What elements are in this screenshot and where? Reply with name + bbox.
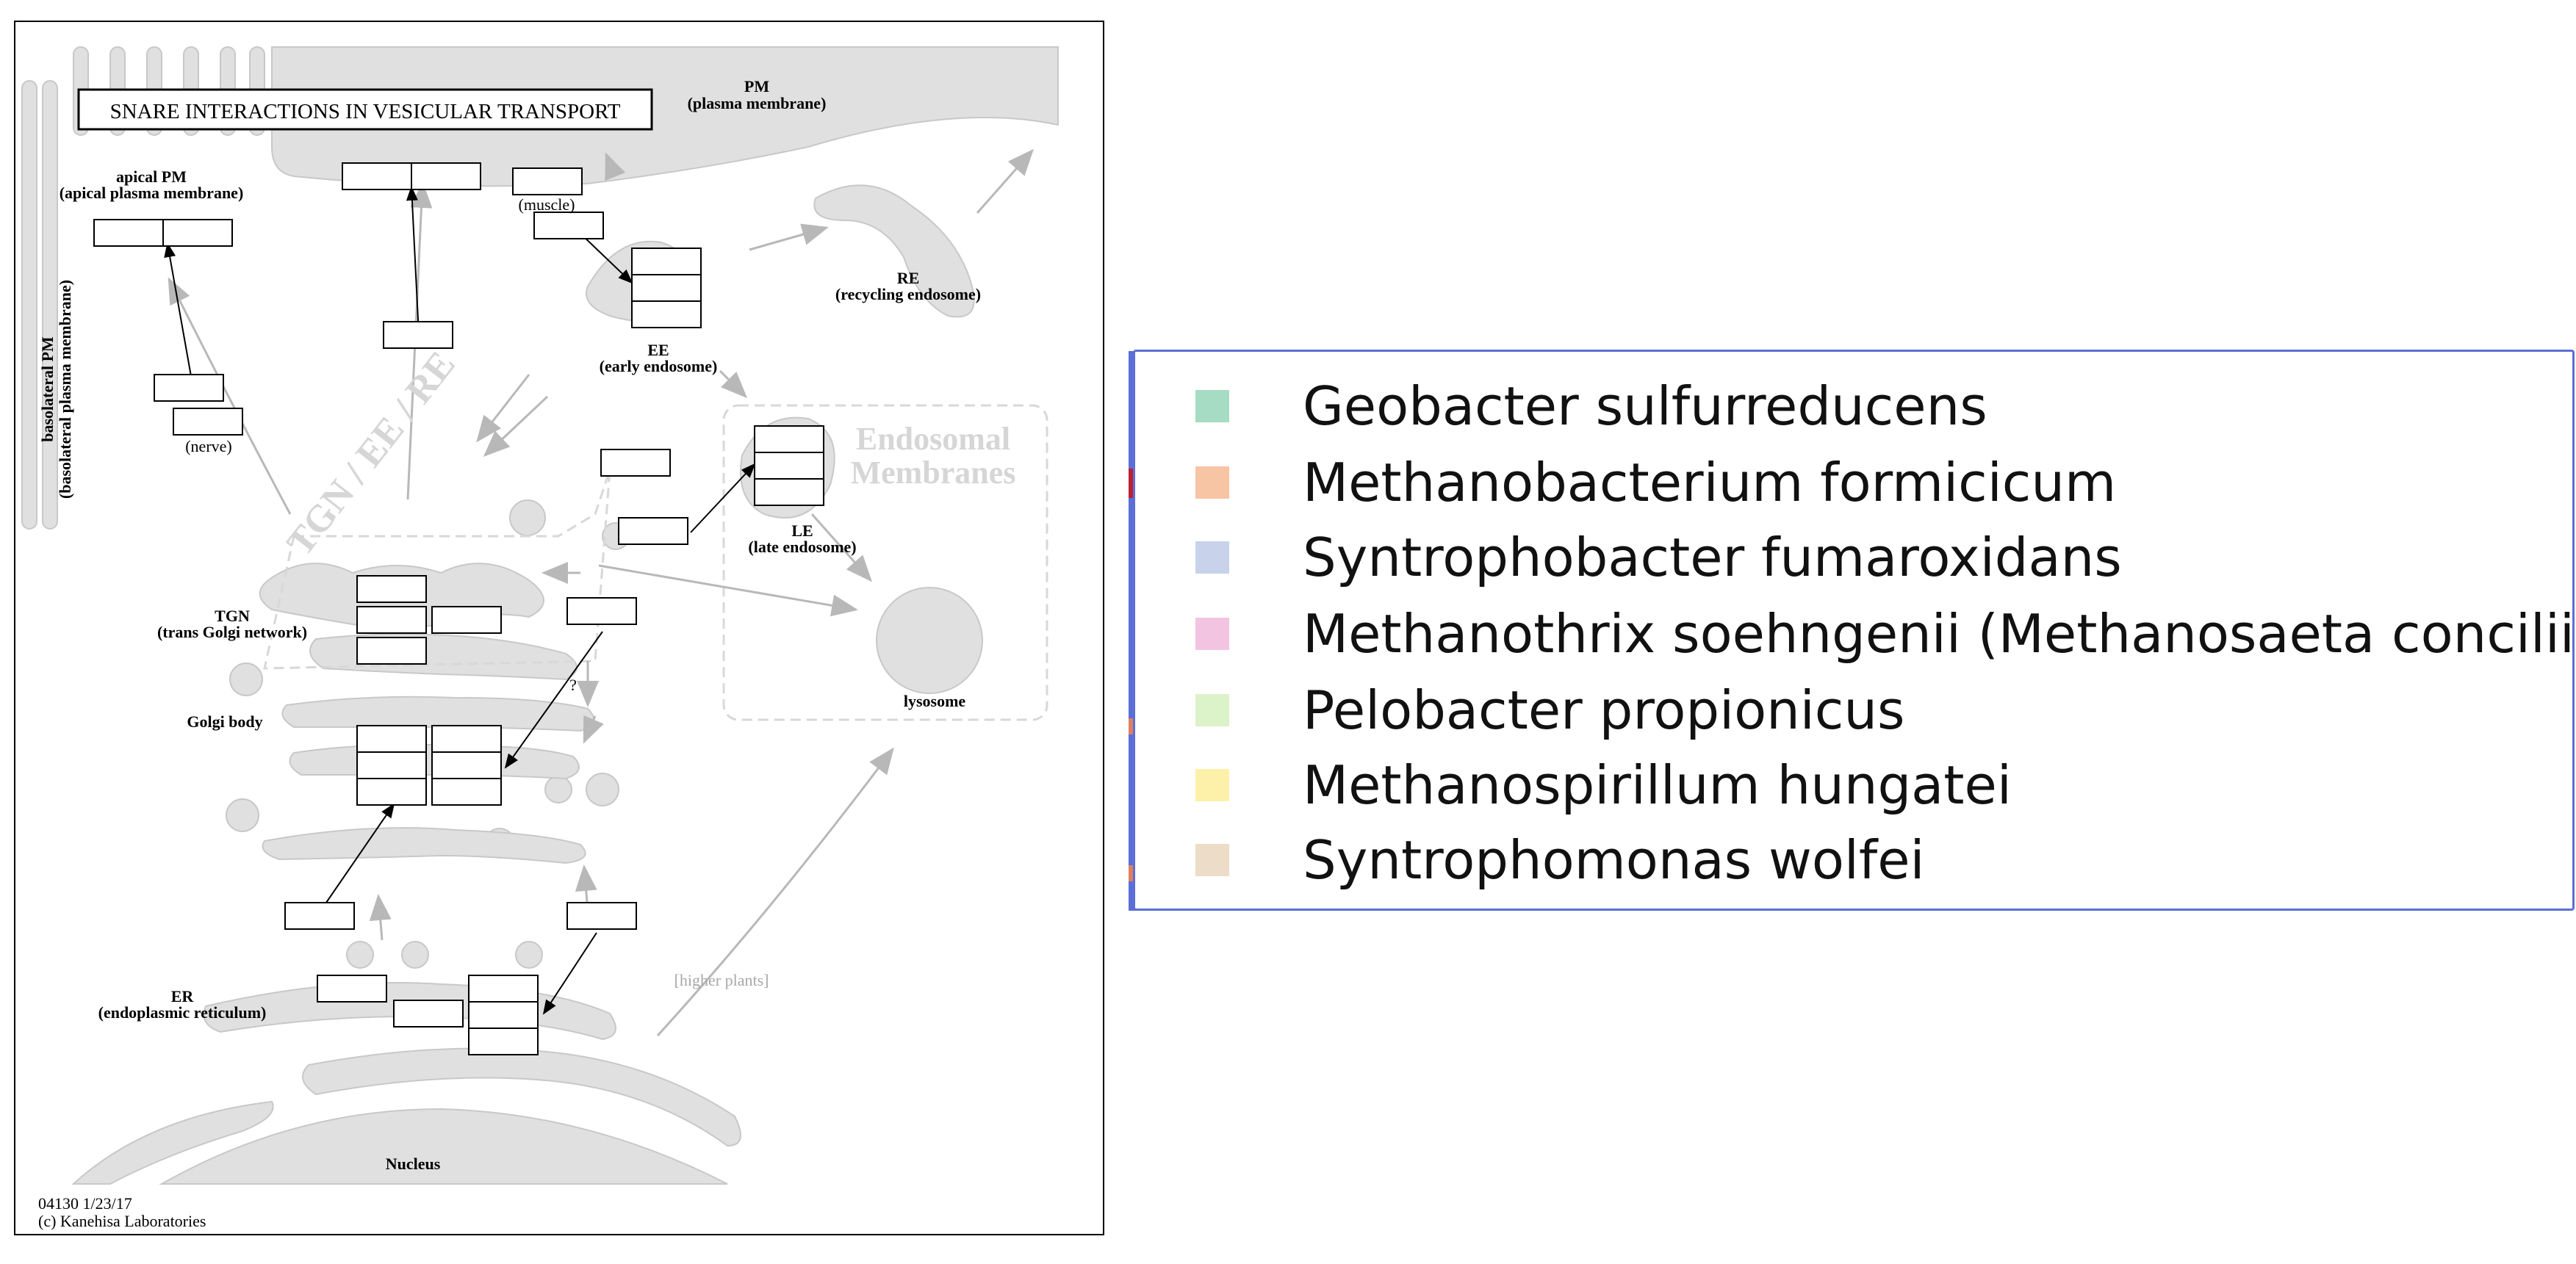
heatmap-edge [1129,351,1136,911]
legend-label: Methanospirillum hungatei [1303,754,2012,816]
label-er: ER [171,987,195,1005]
tgn-region-outline [263,469,611,670]
label-ee-full: (early endosome) [600,357,718,375]
endosomal-membranes-region [722,404,1048,721]
legend-item: Methanobacterium formicicum [1135,444,2572,518]
copyright: (c) Kanehisa Laboratories [38,1212,206,1230]
pathway-svg: SNARE INTERACTIONS IN VESICULAR TRANSPOR… [14,21,1104,1235]
pathway-diagram: SNARE INTERACTIONS IN VESICULAR TRANSPOR… [0,0,1117,1264]
label-er-full: (endoplasmic reticulum) [98,1003,267,1022]
map-code: 04130 1/23/17 [38,1194,132,1213]
label-apical-full: (apical plasma membrane) [60,184,244,202]
legend-label: Pelobacter propionicus [1303,679,1905,741]
legend-label: Syntrophomonas wolfei [1303,829,1925,891]
legend-swatch [1195,769,1229,801]
label-basolateral: basolateral PM [38,336,57,442]
legend-swatch [1195,466,1229,499]
gene-boxes [93,162,824,1055]
legend-swatch [1195,694,1229,726]
label-higher-plants: [higher plants] [674,971,769,989]
legend-label: Methanothrix soehngenii (Methanosaeta co… [1303,603,2576,665]
label-basolateral-full: (basolateral plasma membrane) [56,280,74,499]
legend-label: Syntrophobacter fumaroxidans [1303,527,2122,588]
label-membranes: Membranes [851,455,1016,491]
snare-arrows [164,186,756,1015]
legend-label: Methanobacterium formicicum [1303,452,2117,513]
legend-swatch [1195,390,1229,422]
label-le-full: (late endosome) [748,538,856,556]
label-muscle: (muscle) [519,195,575,214]
diagram-title: SNARE INTERACTIONS IN VESICULAR TRANSPOR… [110,100,621,123]
legend-label: Geobacter sulfurreducens [1303,375,1987,437]
label-le: LE [791,521,813,540]
label-question: ? [569,676,577,694]
label-tgn: TGN [215,607,250,625]
label-tgn-full: (trans Golgi network) [157,623,307,641]
label-golgi: Golgi body [187,712,262,731]
legend-swatch [1195,618,1229,650]
label-lysosome: lysosome [904,692,966,710]
label-pm: PM [744,77,769,95]
label-nerve: (nerve) [185,437,232,455]
legend-swatch [1195,844,1229,876]
legend: Geobacter sulfurreducens Methanobacteriu… [1133,350,2576,911]
label-endosomal: Endosomal [856,421,1010,457]
legend-item: Methanospirillum hungatei [1135,747,2572,820]
label-pm-full: (plasma membrane) [688,94,827,112]
label-re: RE [897,269,920,287]
legend-item: Geobacter sulfurreducens [1135,368,2572,441]
legend-swatch [1195,541,1229,574]
label-ee: EE [647,341,669,359]
legend-item: Syntrophomonas wolfei [1135,822,2572,895]
title-box [77,88,653,131]
legend-item: Syntrophobacter fumaroxidans [1135,519,2572,593]
label-re-full: (recycling endosome) [835,285,981,303]
label-apical: apical PM [116,167,187,186]
legend-item: Pelobacter propionicus [1135,672,2572,745]
label-nucleus: Nucleus [386,1155,441,1173]
legend-item: Methanothrix soehngenii (Methanosaeta co… [1135,596,2576,669]
